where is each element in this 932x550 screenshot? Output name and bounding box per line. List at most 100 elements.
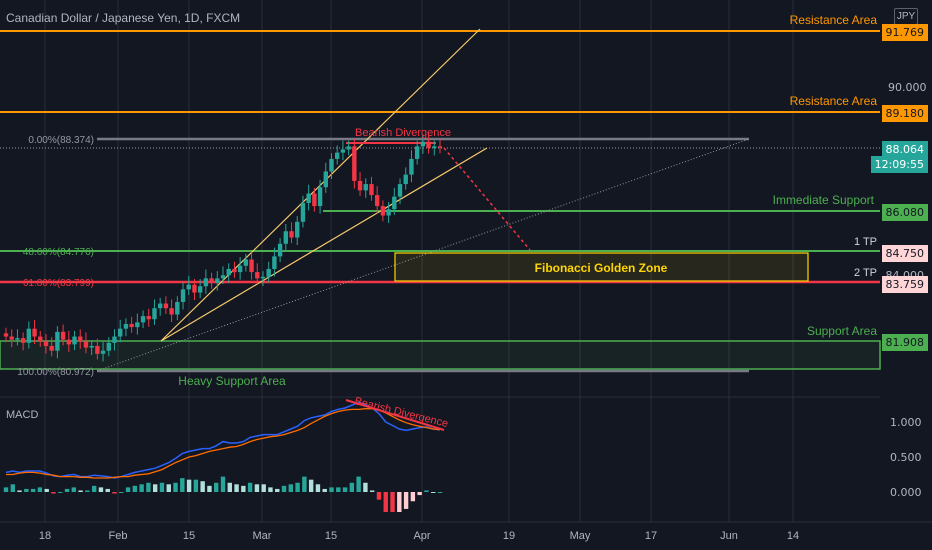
candle-body	[420, 141, 426, 147]
macd-histogram-bar	[24, 488, 29, 492]
candle-body	[26, 328, 32, 343]
candles	[3, 132, 443, 362]
macd-divergence-line	[345, 399, 445, 431]
immediate-support-label: Immediate Support	[773, 193, 875, 207]
macd-histogram-bar	[247, 482, 253, 492]
candle-body	[9, 336, 14, 340]
macd-histogram-bar	[10, 484, 15, 492]
macd-axis-05: 0.500	[890, 451, 922, 464]
x-tick-label: May	[570, 530, 591, 542]
macd-histogram-bar	[91, 485, 97, 492]
macd-histogram-bar	[112, 492, 117, 494]
macd-histogram-bar	[58, 492, 63, 493]
macd-histogram-bar	[410, 492, 416, 502]
candle-body	[140, 316, 146, 323]
macd-axis-0: 0.000	[890, 486, 922, 499]
candle-body	[226, 268, 231, 276]
currency-badge[interactable]: JPY	[894, 8, 918, 25]
x-tick-label: Feb	[109, 530, 128, 542]
x-tick-label: 18	[39, 530, 51, 542]
candle-body	[340, 149, 346, 153]
macd-histogram-bar	[64, 488, 70, 492]
macd-histogram-bar	[234, 484, 239, 492]
macd-histogram-bar	[390, 492, 395, 513]
candle-body	[323, 171, 328, 188]
candle-body	[255, 272, 260, 279]
candle-body	[289, 231, 294, 238]
candle-body	[346, 146, 351, 150]
candle-body	[220, 275, 226, 279]
macd-histogram-bar	[363, 482, 368, 492]
candle-body	[38, 336, 43, 342]
candle-body	[83, 341, 89, 348]
macd-histogram-bar	[275, 488, 280, 492]
candle-body	[335, 152, 340, 159]
candle-body	[180, 289, 186, 302]
chart-title: Canadian Dollar / Japanese Yen, 1D, FXCM	[6, 11, 241, 25]
macd-histogram-bar	[98, 487, 104, 492]
candle-body	[414, 146, 420, 159]
macd-histogram-bar	[356, 476, 361, 492]
resistance-top-label: Resistance Area	[790, 13, 878, 27]
candle-body	[55, 331, 60, 351]
bearish-price-label: Bearish Divergence	[355, 127, 451, 139]
candle-body	[386, 209, 391, 216]
macd-histogram-bar	[17, 490, 22, 492]
macd-histogram-bar	[288, 484, 294, 492]
candle-body	[249, 259, 254, 273]
candle-body	[312, 193, 317, 207]
candle-body	[100, 350, 106, 354]
macd-histogram-bar	[166, 484, 171, 492]
macd-histogram-bar	[152, 484, 158, 492]
heavy-support-zone[interactable]	[0, 340, 881, 370]
candle-body	[243, 259, 249, 266]
candle-body	[157, 303, 163, 309]
x-tick-label: 14	[787, 530, 799, 542]
macd-histogram-bar	[376, 492, 382, 500]
candle-body	[78, 336, 83, 342]
price-label-86080: 86.080	[881, 204, 928, 221]
candle-body	[197, 286, 203, 293]
candle-body	[352, 146, 357, 181]
heavy-support-label: Heavy Support Area	[178, 374, 286, 388]
macd-histogram-bar	[302, 476, 307, 492]
macd-histogram-bar	[322, 488, 327, 492]
macd-histogram-bar	[51, 492, 56, 494]
candle-body	[163, 303, 169, 309]
macd-histogram-bar	[268, 487, 273, 492]
price-label-91769: 91.769	[881, 24, 928, 41]
candle-body	[329, 158, 334, 172]
x-tick-label: Jun	[720, 530, 738, 542]
bearish-macd-label: Bearish Divergence	[353, 395, 449, 430]
candle-body	[192, 284, 197, 293]
price-label-89180: 89.180	[881, 105, 928, 122]
candle-body	[357, 180, 363, 191]
axis-90000: 90.000	[888, 81, 927, 94]
candle-body	[95, 345, 100, 354]
macd-histogram-bar	[369, 490, 375, 492]
candle-body	[60, 331, 66, 340]
macd-histogram-bar	[207, 485, 212, 492]
candle-body	[300, 202, 306, 222]
x-tick-label: 15	[183, 530, 195, 542]
signal-line	[6, 408, 441, 479]
candle-body	[186, 284, 191, 290]
fib-golden-zone[interactable]	[394, 252, 809, 282]
support-area-label: Support Area	[807, 324, 877, 338]
x-axis: 18 Feb 15 Mar 15 Apr 19 May 17 Jun 14	[39, 530, 799, 542]
macd-histogram-bar	[315, 484, 321, 492]
fib-diagonal	[96, 138, 750, 372]
fib-100-label: 100.00%(80.972)	[17, 367, 94, 378]
candle-body	[232, 268, 237, 273]
channel-lower[interactable]	[160, 147, 488, 342]
macd-histogram-bar	[241, 485, 246, 492]
macd-histogram	[3, 476, 443, 513]
x-tick-label: Apr	[413, 530, 430, 542]
candle-body	[369, 184, 374, 196]
projection-arrow	[443, 147, 531, 251]
candle-body	[209, 278, 214, 284]
candle-body	[392, 196, 397, 210]
fib-zone-label: Fibonacci Golden Zone	[535, 261, 668, 275]
price-label-81908: 81.908	[881, 334, 928, 351]
